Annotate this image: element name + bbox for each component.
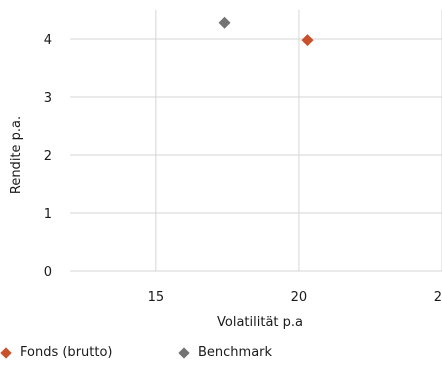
x-axis-label: Volatilität p.a (217, 315, 303, 330)
scatter-chart: 15 20 25 0 1 2 3 4 Volatilität p.a Rendite p.a… (9, 10, 442, 330)
data-point-fonds[interactable] (301, 34, 314, 47)
y-axis-label: Rendite p.a. (9, 116, 24, 194)
data-points (218, 16, 314, 47)
y-tick-label: 3 (44, 91, 52, 106)
y-tick-label: 0 (44, 265, 52, 280)
legend-item-benchmark[interactable]: Benchmark (178, 345, 272, 360)
x-tick-labels: 15 20 25 (148, 290, 442, 305)
legend-label-benchmark: Benchmark (198, 345, 273, 360)
y-tick-label: 4 (44, 33, 52, 48)
x-tick-label: 15 (148, 290, 165, 305)
data-point-benchmark[interactable] (218, 16, 231, 29)
legend-item-fonds[interactable]: Fonds (brutto) (0, 345, 113, 360)
legend-diamond-icon (0, 346, 12, 359)
grid-lines (70, 10, 442, 272)
y-tick-label: 2 (44, 149, 52, 164)
x-tick-label: 25 (434, 290, 442, 305)
legend-label-fonds: Fonds (brutto) (20, 345, 113, 360)
legend-diamond-icon (178, 346, 190, 359)
x-tick-label: 20 (291, 290, 308, 305)
y-tick-labels: 0 1 2 3 4 (44, 33, 52, 280)
y-tick-label: 1 (44, 207, 52, 222)
